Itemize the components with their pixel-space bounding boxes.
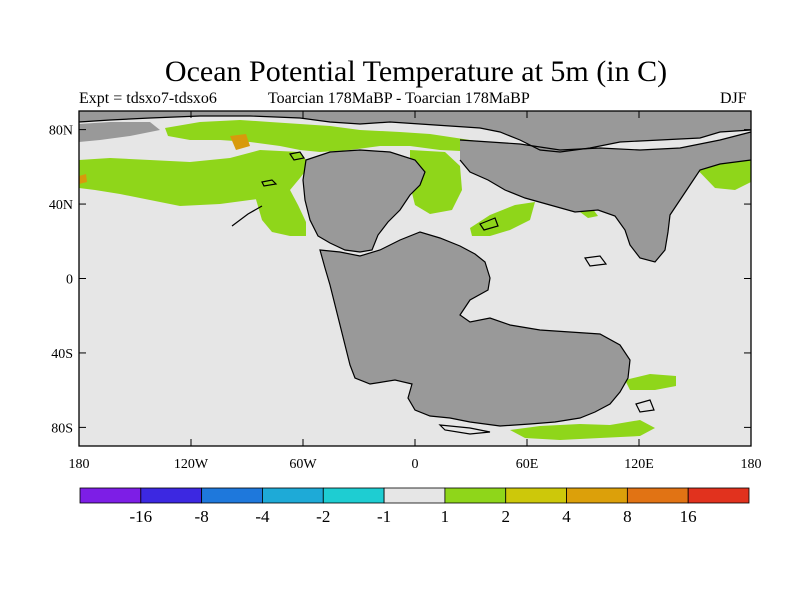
lon-label-180w: 180 <box>69 457 90 472</box>
coastlines <box>78 115 752 435</box>
colorbar-box <box>687 487 750 504</box>
coastline-small-island-5 <box>635 399 655 413</box>
lon-label-180e: 180 <box>741 457 762 472</box>
map-panel <box>78 110 752 447</box>
laurasia-north-landmass <box>79 111 751 152</box>
coastline-asia <box>459 131 752 263</box>
colorbar-label: 16 <box>680 507 697 526</box>
period-label: Toarcian 178MaBP - Toarcian 178MaBP <box>268 90 530 107</box>
colorbar-box <box>262 487 324 504</box>
strong-anomaly-patch-2 <box>79 174 87 184</box>
experiment-label: Expt = tdsxo7-tdsxo6 <box>79 90 217 107</box>
colorbar-label: 4 <box>562 507 571 526</box>
asia-landmass <box>460 132 751 262</box>
colorbar-box <box>79 487 142 504</box>
strong-anomaly-regions <box>79 134 250 184</box>
colorbar-box <box>201 487 263 504</box>
coastline-small-island-2 <box>289 151 305 161</box>
colorbar-label: 1 <box>441 507 450 526</box>
anomaly-region-southern-ocean <box>625 374 676 390</box>
colorbar-box <box>322 487 385 504</box>
axis-ticks <box>78 111 752 446</box>
lat-label-80s: 80S <box>51 421 73 436</box>
lon-label-60e: 60E <box>516 457 539 472</box>
anomaly-region-tethys-east <box>470 202 535 236</box>
coastline-laurasia <box>78 115 752 153</box>
colorbar-label: -16 <box>129 507 152 526</box>
coastline-island-arc <box>231 205 263 227</box>
gondwana-landmass <box>320 232 630 426</box>
coastline-small-island-6 <box>438 424 491 435</box>
colorbar-label: -1 <box>377 507 391 526</box>
coastline-small-island-1 <box>261 179 278 187</box>
anomaly-region-tethys-west <box>410 150 462 214</box>
coastline-small-island-3 <box>583 255 608 267</box>
anomaly-region-arctic-band <box>165 120 510 152</box>
colorbar-box <box>140 487 203 504</box>
north-pacific-island <box>79 122 160 142</box>
coastline-gondwana <box>319 231 631 427</box>
colorbar-box <box>383 487 446 504</box>
anomaly-region-antarctic-margin <box>510 420 655 440</box>
colorbar-label: 8 <box>623 507 632 526</box>
latitude-labels: 80N 40N 0 40S 80S <box>49 124 73 437</box>
colorbar: -16 -8 -4 -2 -1 1 2 4 8 16 <box>79 487 750 526</box>
colorbar-box <box>566 487 628 504</box>
colorbar-box <box>626 487 689 504</box>
lat-label-40n: 40N <box>49 198 73 213</box>
colorbar-label: -2 <box>316 507 330 526</box>
longitude-labels: 180 120W 60W 0 60E 120E 180 <box>69 457 762 472</box>
lon-label-60w: 60W <box>289 457 317 472</box>
lat-label-0: 0 <box>66 273 73 288</box>
colorbar-label: 2 <box>501 507 510 526</box>
anomaly-region-pacific-arc <box>255 188 306 236</box>
strong-anomaly-patch-1 <box>230 134 250 150</box>
lon-label-0: 0 <box>412 457 419 472</box>
north-america-landmass <box>303 150 425 252</box>
lat-label-80n: 80N <box>49 124 73 139</box>
lon-label-120e: 120E <box>624 457 654 472</box>
map-title: Ocean Potential Temperature at 5m (in C) <box>164 55 668 88</box>
anomaly-region-north-pacific <box>79 150 310 206</box>
lon-label-120w: 120W <box>174 457 209 472</box>
season-label: DJF <box>720 90 747 107</box>
lat-label-40s: 40S <box>51 347 73 362</box>
colorbar-box <box>444 487 507 504</box>
coastline-north-america <box>302 149 426 253</box>
colorbar-label: -8 <box>195 507 209 526</box>
colorbar-label: -4 <box>255 507 270 526</box>
coastline-small-island-4 <box>479 217 499 231</box>
colorbar-box <box>505 487 567 504</box>
continents <box>79 111 751 426</box>
